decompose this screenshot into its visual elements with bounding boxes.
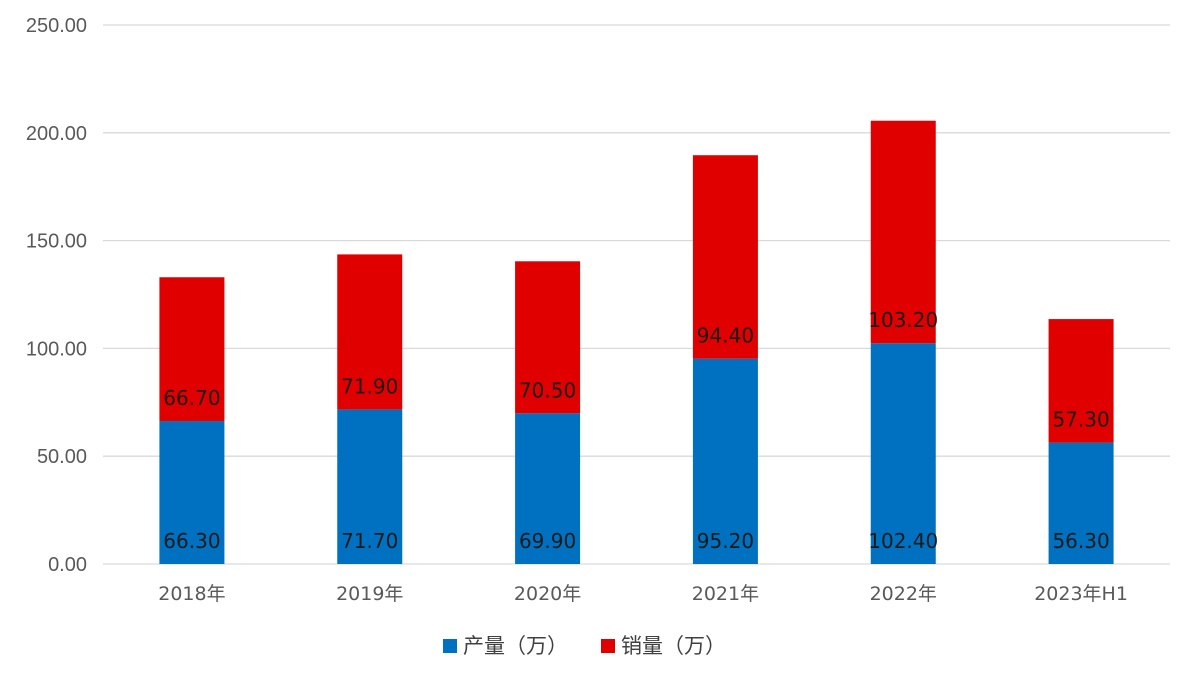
bar-sales-1 bbox=[337, 254, 403, 410]
bar-sales-2 bbox=[515, 261, 581, 414]
data-label-sales-1: 71.90 bbox=[341, 374, 398, 398]
bar-production-0 bbox=[159, 421, 225, 564]
x-category-label: 2023年H1 bbox=[1034, 583, 1128, 605]
bar-production-2 bbox=[515, 413, 581, 564]
data-label-production-4: 102.40 bbox=[868, 529, 938, 553]
data-label-sales-5: 57.30 bbox=[1052, 408, 1109, 432]
bar-sales-5 bbox=[1048, 319, 1114, 443]
bars bbox=[159, 120, 1114, 564]
data-label-production-2: 69.90 bbox=[519, 529, 576, 553]
data-label-production-3: 95.20 bbox=[697, 529, 754, 553]
data-label-production-0: 66.30 bbox=[163, 529, 220, 553]
x-category-label: 2020年 bbox=[514, 583, 581, 605]
legend-swatch-sales bbox=[601, 639, 615, 653]
y-tick-label: 150.00 bbox=[26, 231, 87, 253]
data-label-sales-0: 66.70 bbox=[163, 386, 220, 410]
legend-swatch-production bbox=[443, 639, 457, 653]
y-tick-label: 100.00 bbox=[26, 338, 87, 360]
data-label-sales-3: 94.40 bbox=[697, 324, 754, 348]
data-label-sales-4: 103.20 bbox=[868, 308, 938, 332]
legend-label-sales[interactable]: 销量（万） bbox=[621, 634, 726, 658]
y-tick-label: 50.00 bbox=[37, 446, 87, 468]
bar-production-5 bbox=[1048, 442, 1114, 564]
gridlines bbox=[103, 24, 1170, 565]
legend-label-production[interactable]: 产量（万） bbox=[463, 634, 568, 658]
data-label-production-1: 71.70 bbox=[341, 529, 398, 553]
y-tick-label: 0.00 bbox=[48, 554, 87, 576]
bar-production-3 bbox=[692, 358, 758, 564]
data-label-sales-2: 70.50 bbox=[519, 378, 576, 402]
y-axis-tick-labels: 0.00 50.00 100.00 150.00 200.00 250.00 bbox=[26, 15, 87, 576]
x-axis-category-labels: 2018年 2019年 2020年 2021年 2022年 2023年H1 bbox=[158, 583, 1128, 605]
bar-production-4 bbox=[870, 343, 936, 564]
x-category-label: 2022年 bbox=[870, 583, 937, 605]
x-category-label: 2019年 bbox=[336, 583, 403, 605]
data-labels: 66.30 66.70 71.70 71.90 69.90 70.50 95.20 94.40… bbox=[163, 308, 1109, 553]
x-category-label: 2018年 bbox=[158, 583, 225, 605]
legend[interactable]: 产量（万） 销量（万） bbox=[443, 634, 726, 658]
bar-sales-3 bbox=[692, 155, 758, 359]
y-tick-label: 250.00 bbox=[26, 15, 87, 37]
y-tick-label: 200.00 bbox=[26, 123, 87, 145]
data-label-production-5: 56.30 bbox=[1052, 529, 1109, 553]
x-category-label: 2021年 bbox=[692, 583, 759, 605]
bar-sales-0 bbox=[159, 277, 225, 422]
bar-production-1 bbox=[337, 409, 403, 564]
bar-sales-4 bbox=[870, 120, 936, 344]
